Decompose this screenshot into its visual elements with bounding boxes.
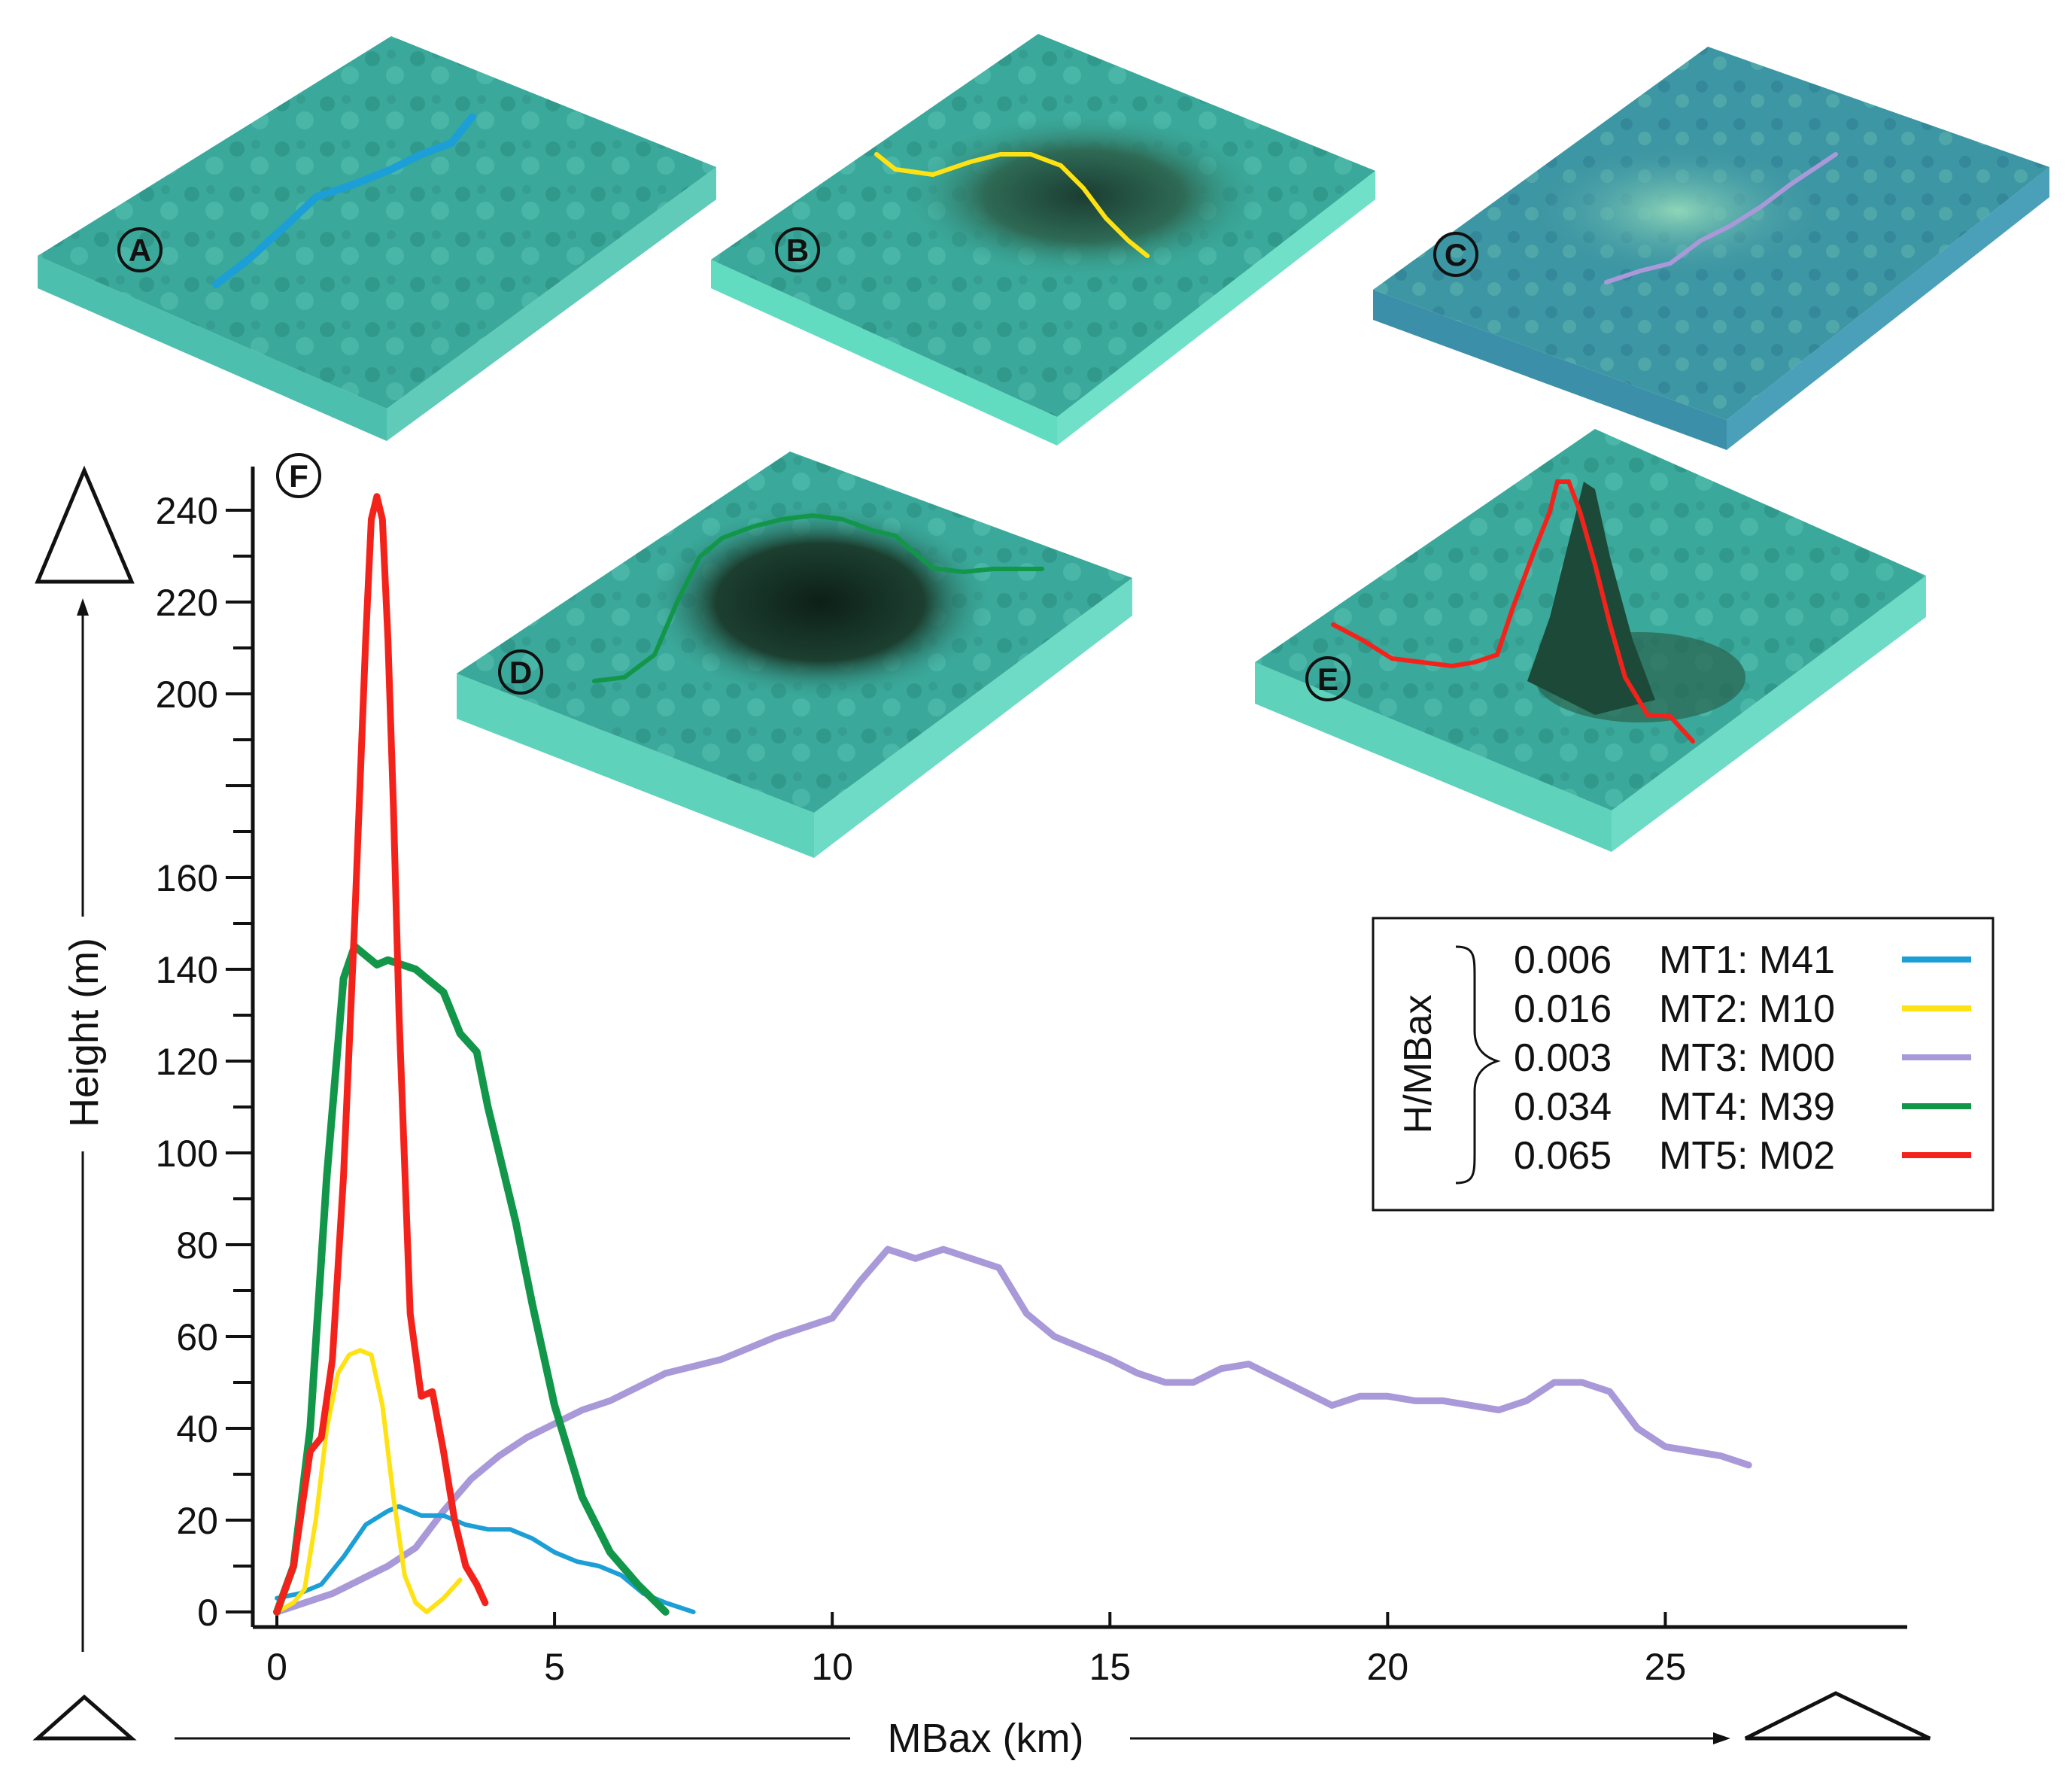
- legend-series-name: MT3: M00: [1659, 1036, 1835, 1080]
- x-tick-label: 20: [1367, 1646, 1409, 1688]
- profile-line-d: [592, 512, 1044, 683]
- y-tick-label: 220: [156, 582, 218, 624]
- block-a-side-right: [387, 167, 716, 441]
- panel-label-d: D: [498, 649, 543, 695]
- y-axis-label-group: Height (m): [32, 465, 137, 1741]
- block-e: E: [1255, 429, 1926, 852]
- legend-group-label: H/MBax: [1396, 995, 1440, 1134]
- y-tick-label: 160: [156, 857, 218, 899]
- x-axis-label-group: MBax (km): [175, 1691, 1931, 1761]
- legend-entry: 0.034 MT4: M39: [1514, 1085, 1971, 1129]
- x-tick-label: 25: [1645, 1646, 1687, 1688]
- axes: 0 20 40 60 80 100 120 140 160 200 220 240 0 5 10 15 20 2…: [156, 467, 1907, 1688]
- svg-text:F: F: [289, 458, 308, 494]
- svg-text:A: A: [129, 233, 151, 268]
- seamount-d: [647, 504, 993, 700]
- y-tick-label: 200: [156, 674, 218, 716]
- block-a-top: [38, 36, 716, 409]
- legend-box: [1372, 917, 1995, 1212]
- block-a-side-left: [38, 256, 387, 441]
- series-line-mt4: [273, 942, 670, 1616]
- legend-series-name: MT1: M41: [1659, 938, 1835, 982]
- panel-label-a: A: [117, 227, 163, 272]
- block-d: D: [457, 452, 1132, 858]
- legend-ratio: 0.016: [1514, 987, 1612, 1031]
- y-tick-label: 100: [156, 1133, 218, 1175]
- x-tick-label: 5: [544, 1646, 565, 1688]
- block-d-side-left: [457, 674, 814, 858]
- series-line-mt2: [275, 1348, 463, 1614]
- legend-brace-icon: [1455, 945, 1501, 1185]
- svg-text:D: D: [509, 655, 532, 690]
- wide-triangle-icon: [1744, 1691, 1931, 1741]
- legend-ratio: 0.003: [1514, 1036, 1612, 1080]
- block-b-side-left: [711, 260, 1057, 446]
- y-tick-label: 60: [176, 1316, 218, 1358]
- profile-line-c: [1604, 152, 1838, 284]
- y-tick-label: 20: [176, 1500, 218, 1542]
- x-tick-label: 0: [266, 1646, 287, 1688]
- y-tick-label: 0: [197, 1592, 218, 1634]
- series-line-mt5: [273, 493, 489, 1616]
- y-arrow-head-icon: [77, 598, 89, 616]
- legend-entry: 0.065 MT5: M02: [1514, 1134, 1971, 1178]
- legend-series-name: MT4: M39: [1659, 1085, 1835, 1129]
- legend-ratio: 0.006: [1514, 938, 1612, 982]
- block-c: C: [1373, 47, 2049, 450]
- profile-line-a: [212, 113, 476, 288]
- legend-entry: 0.006 MT1: M41: [1514, 938, 1971, 982]
- y-tick-label: 80: [176, 1224, 218, 1267]
- glow-c: [1527, 143, 1828, 278]
- legend-ratio: 0.065: [1514, 1134, 1612, 1178]
- block-b: B: [711, 34, 1375, 446]
- block-e-side-left: [1255, 662, 1612, 852]
- block-e-side-right: [1612, 576, 1926, 852]
- legend-series-name: MT5: M02: [1659, 1134, 1835, 1178]
- legend: H/MBax 0.006 MT1: M41 0.016 MT2: M10 0.0…: [1372, 917, 1995, 1212]
- short-triangle-icon: [32, 1694, 137, 1741]
- block-a: A: [38, 36, 716, 441]
- x-tick-label: 10: [811, 1646, 853, 1688]
- block-c-side-right: [1727, 167, 2049, 450]
- panel-label-f: F: [276, 453, 321, 498]
- panel-label-c: C: [1433, 232, 1478, 277]
- y-tick-label: 40: [176, 1408, 218, 1450]
- series-layer: [273, 493, 1752, 1616]
- panel-label-b: B: [775, 227, 820, 272]
- y-ticks: 0 20 40 60 80 100 120 140 160 200 220 240: [156, 490, 253, 1634]
- x-arrow-head-icon: [1713, 1732, 1730, 1744]
- series-line-mt3: [273, 1245, 1752, 1616]
- x-axis-label: MBax (km): [888, 1716, 1084, 1761]
- y-tick-label: 120: [156, 1041, 218, 1083]
- legend-entry: 0.016 MT2: M10: [1514, 987, 1971, 1031]
- block-c-side-left: [1373, 290, 1727, 450]
- profile-line-e: [1331, 479, 1695, 744]
- y-axis-label: Height (m): [62, 938, 107, 1127]
- x-tick-label: 15: [1089, 1646, 1131, 1688]
- series-line-mt1: [275, 1504, 696, 1614]
- block-d-side-right: [814, 578, 1132, 858]
- legend-series-name: MT2: M10: [1659, 987, 1835, 1031]
- x-ticks: 0 5 10 15 20 25: [266, 1612, 1686, 1688]
- legend-entry: 0.003 MT3: M00: [1514, 1036, 1971, 1080]
- y-tick-label: 240: [156, 490, 218, 532]
- panel-label-e: E: [1305, 656, 1350, 701]
- y-tick-label: 140: [156, 949, 218, 991]
- seamount-e: [1527, 482, 1655, 715]
- seamount-b: [903, 113, 1264, 278]
- svg-text:C: C: [1445, 237, 1467, 272]
- svg-text:E: E: [1317, 661, 1338, 697]
- svg-text:B: B: [786, 233, 809, 268]
- block-b-side-right: [1057, 171, 1375, 446]
- legend-ratio: 0.034: [1514, 1085, 1612, 1129]
- profile-line-b: [874, 152, 1150, 258]
- tall-triangle-icon: [35, 465, 135, 584]
